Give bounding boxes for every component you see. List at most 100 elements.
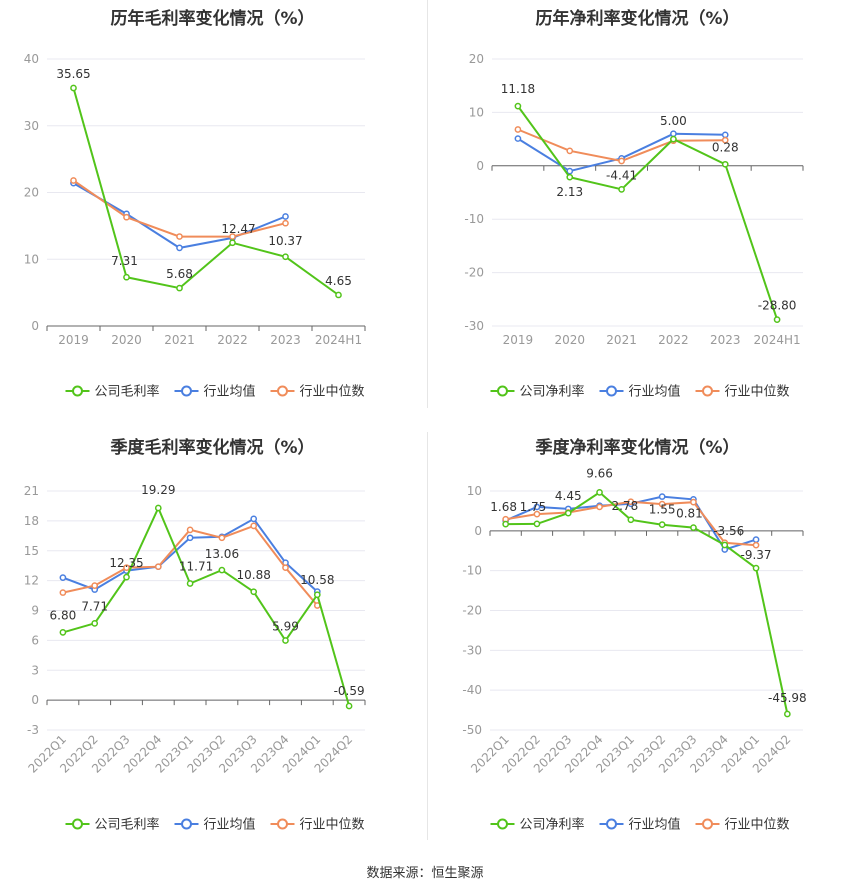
data-point-company (784, 710, 791, 718)
x-tick-label: 2019 (503, 333, 534, 347)
legend-item: 公司净利率 (490, 817, 585, 833)
data-point-company (618, 185, 625, 193)
source-note: 数据来源：恒生聚源 (366, 866, 484, 881)
chart-title: 季度毛利率变化情况（%） (110, 438, 315, 458)
data-point-industry_median (282, 219, 289, 227)
y-tick-label: 21 (24, 484, 39, 498)
legend-label: 行业中位数 (725, 385, 790, 400)
legend-item: 行业中位数 (270, 385, 365, 400)
data-point-industry_median (514, 126, 522, 133)
y-tick-label: 6 (31, 633, 39, 647)
data-point-industry_avg (752, 536, 760, 543)
y-tick-label: 20 (469, 52, 484, 66)
x-tick-label: 2021 (164, 333, 195, 347)
y-tick-label: 3 (31, 663, 39, 677)
data-label: 11.71 (179, 560, 213, 574)
data-point-industry_median (282, 564, 289, 572)
data-label: -3.56 (713, 524, 744, 538)
legend-marker (606, 385, 617, 397)
y-tick-label: 20 (24, 186, 39, 200)
y-tick-label: -30 (462, 643, 482, 657)
chart-title: 历年净利率变化情况（%） (535, 9, 740, 29)
data-point-industry_avg (250, 515, 258, 523)
y-tick-label: -3 (27, 723, 39, 737)
data-label: 6.80 (50, 608, 77, 622)
data-point-company (282, 253, 289, 261)
data-label: 0.81 (676, 507, 703, 521)
vertical-divider (427, 0, 428, 408)
data-point-industry_avg (514, 135, 522, 142)
data-point-industry_avg (282, 213, 289, 220)
data-point-company (658, 521, 666, 529)
y-tick-label: 10 (24, 252, 39, 266)
data-point-company (176, 284, 183, 292)
data-label: -45.98 (768, 691, 807, 705)
data-label: 35.65 (56, 67, 90, 81)
legend-marker (497, 385, 508, 397)
data-point-industry_avg (670, 130, 677, 138)
data-point-company (721, 160, 729, 168)
data-point-company (533, 520, 541, 528)
x-tick-label: 2020 (554, 333, 585, 347)
data-point-industry_avg (566, 167, 574, 175)
data-point-industry_avg (533, 503, 541, 511)
legend-marker (497, 818, 508, 830)
data-point-industry_median (721, 136, 729, 144)
x-tick-label: 2022 (658, 333, 689, 347)
data-point-industry_median (123, 564, 130, 572)
y-tick-label: -10 (464, 212, 484, 226)
data-point-industry_avg (176, 244, 183, 252)
series-line-company (72, 87, 340, 296)
data-label: 5.00 (660, 114, 687, 128)
data-point-industry_avg (186, 534, 194, 542)
legend-label: 行业均值 (629, 817, 681, 833)
x-tick-label: 2019 (58, 333, 89, 347)
y-tick-label: 40 (24, 52, 39, 66)
y-tick-label: 0 (476, 159, 484, 173)
chart-panel-annual-net: 历年净利率变化情况（%） -30 -20 -10 0 10 20 2019 2020 2021 2… (425, 0, 850, 420)
legend-item: 行业中位数 (270, 818, 365, 833)
x-tick-label: 2022 (217, 333, 248, 347)
data-point-industry_median (218, 534, 226, 542)
data-label: 10.37 (268, 234, 302, 248)
data-point-company (59, 629, 67, 636)
legend-item: 行业均值 (599, 384, 681, 400)
legend-label: 行业中位数 (300, 385, 365, 400)
chart-title: 季度净利率变化情况（%） (535, 438, 740, 458)
data-label: -28.80 (758, 299, 797, 313)
data-label: 5.68 (166, 267, 193, 281)
data-point-company (721, 541, 729, 549)
y-tick-label: 30 (24, 119, 39, 133)
legend-label: 行业中位数 (725, 818, 790, 833)
data-label: 4.65 (325, 274, 352, 288)
legend-marker (277, 818, 288, 830)
legend-item: 公司净利率 (490, 384, 585, 400)
data-point-industry_median (176, 233, 183, 240)
data-point-company (123, 273, 130, 281)
data-point-company (752, 564, 760, 572)
legend-item: 行业均值 (174, 384, 256, 400)
data-point-industry_median (154, 563, 162, 571)
data-label: 4.45 (555, 489, 582, 503)
chart-svg: -30 -20 -10 0 10 20 2019 2020 2021 2022 2023 2024H1… (464, 52, 804, 400)
data-point-industry_median (596, 503, 603, 511)
data-point-company (670, 135, 677, 143)
y-tick-label: -20 (462, 604, 482, 618)
data-point-industry_avg (721, 131, 729, 139)
series-line-company (505, 491, 789, 715)
data-label: 19.29 (141, 483, 175, 497)
data-point-company (335, 291, 342, 299)
y-tick-label: -20 (464, 266, 484, 280)
series-line-company (517, 105, 779, 320)
y-tick-label: 10 (469, 105, 484, 119)
data-point-company (502, 520, 510, 528)
data-label: 12.47 (221, 222, 255, 236)
data-point-company (566, 173, 574, 181)
data-label: 0.28 (712, 140, 739, 154)
legend-label: 公司毛利率 (95, 384, 160, 400)
legend-item: 公司毛利率 (65, 384, 160, 400)
data-label: 1.68 (490, 500, 517, 514)
legend-label: 行业中位数 (300, 818, 365, 833)
legend-item: 行业中位数 (695, 818, 790, 833)
x-tick-label: 2024H1 (315, 333, 362, 347)
